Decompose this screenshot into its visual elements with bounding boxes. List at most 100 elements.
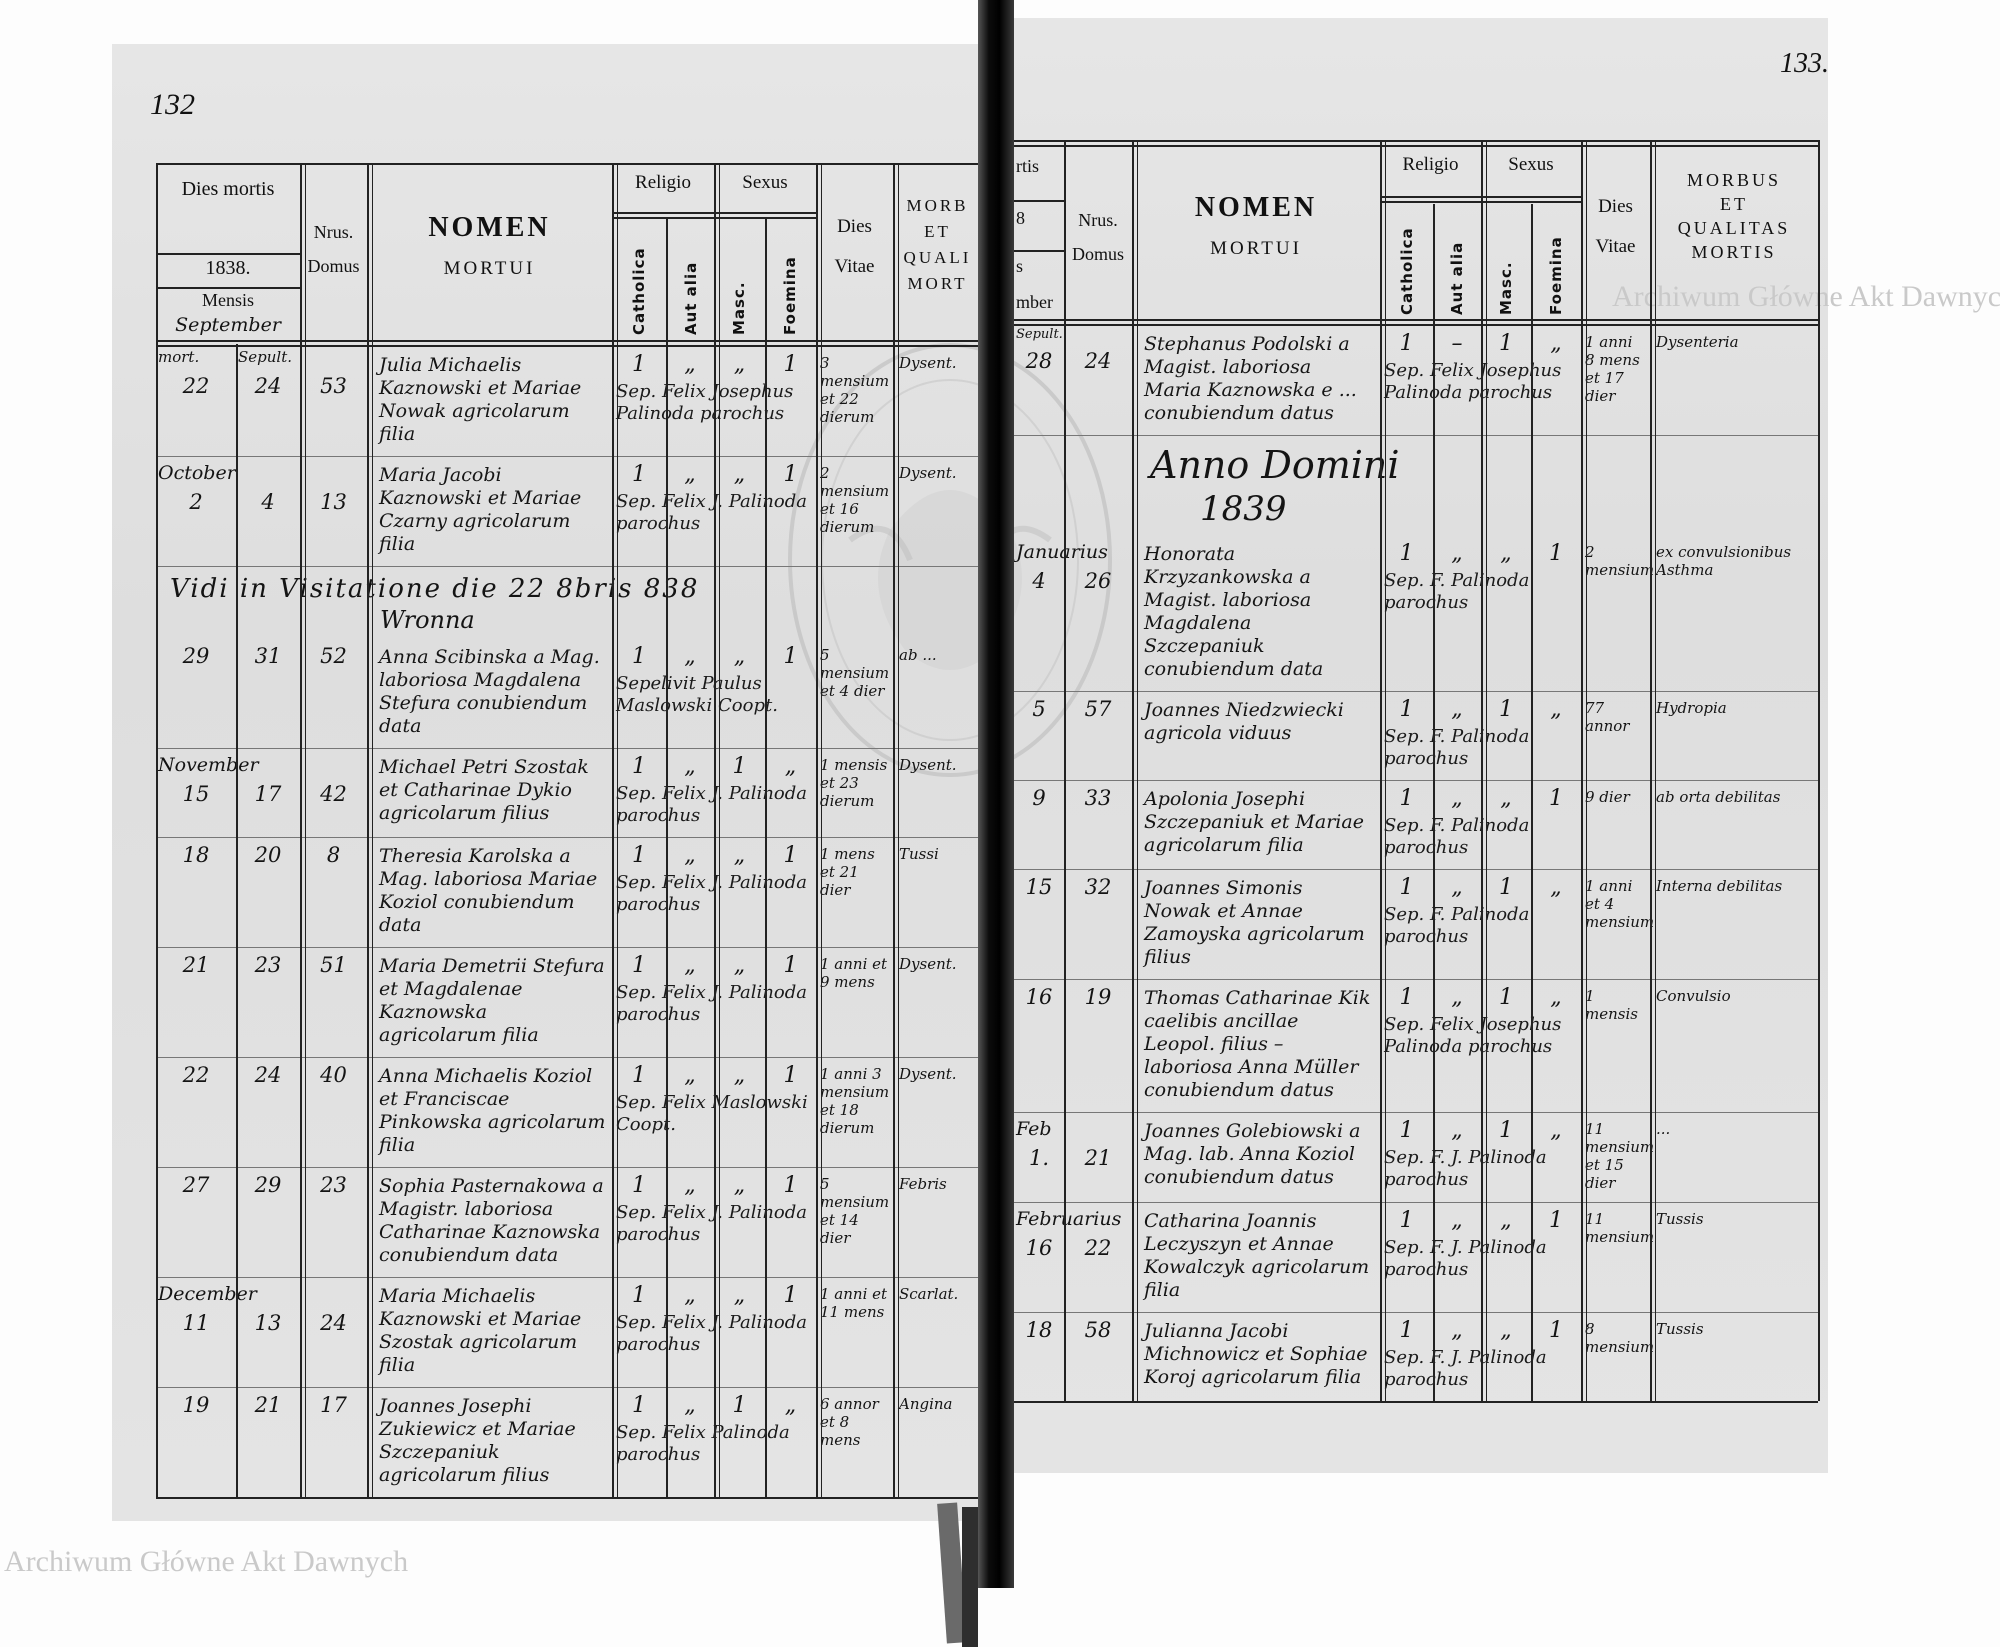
header-dies-mortis-fragment: s [1016, 256, 1024, 276]
visitation-note: Vidi in Visitatione die 22 8bris 838 [170, 574, 700, 604]
house-number: 58 [1084, 1318, 1112, 1342]
deceased-name: Julianna Jacobi Michnowicz et Sophiae Ko… [1144, 1320, 1368, 1388]
header-morbus-line: MORB [906, 196, 969, 215]
deceased-name: Joannes Josephi Zukiewicz et Mariae Szcz… [379, 1395, 576, 1486]
burial-note: Sep. F. J. Palinoda parochus [1384, 1147, 1547, 1190]
age-at-death: 2 mensium et 16 dierum [820, 464, 890, 536]
house-number: 8 [326, 843, 341, 867]
death-day: 11 [182, 1311, 210, 1335]
masc-mark: „ [733, 1173, 746, 1198]
column-rule [898, 163, 899, 1497]
house-number: 23 [320, 1173, 347, 1197]
row-rule [1014, 145, 1818, 147]
header-morbus-line: QUALITAS [1677, 218, 1791, 238]
row-rule [156, 1167, 982, 1168]
row-rule [1014, 1112, 1818, 1113]
death-day: 22 [182, 1063, 210, 1087]
aut-alia-mark: „ [684, 644, 696, 669]
death-day: 9 [1032, 786, 1046, 810]
foemina-mark: 1 [783, 1173, 798, 1198]
column-rule [156, 163, 158, 1497]
header-mortui: MORTUI [443, 258, 536, 279]
header-morbus-line: ET [924, 222, 951, 241]
header-morbus-line: ET [1720, 194, 1748, 214]
burial-note: Sep. F. Palinoda parochus [1384, 726, 1530, 769]
row-rule [1014, 324, 1818, 326]
burial-note: Sep. Felix J. Palinoda parochus [616, 982, 807, 1025]
foemina-mark: 1 [1549, 1208, 1563, 1233]
deceased-name: Maria Demetrii Stefura et Magdalenae Kaz… [379, 955, 605, 1046]
header-morbus-line: MORTIS [1691, 242, 1777, 262]
header-dies: Dies [837, 216, 872, 237]
death-day: 29 [182, 644, 210, 668]
masc-mark: „ [1500, 541, 1512, 566]
row-rule [156, 1387, 982, 1388]
deceased-name: Julia Michaelis Kaznowski et Mariae Nowa… [379, 354, 582, 445]
header-religio: Religio [635, 172, 691, 193]
column-rule [666, 218, 668, 1497]
cause-of-death: Tussis [1656, 1210, 1704, 1228]
row-rule [156, 345, 982, 347]
deceased-name: Theresia Karolska a Mag. laboriosa Maria… [379, 845, 598, 936]
masc-mark: 1 [732, 1393, 747, 1418]
death-day: 16 [1025, 985, 1053, 1009]
row-rule [156, 837, 982, 838]
row-rule [1014, 435, 1818, 436]
age-at-death: 1 anni et 9 mens [820, 955, 888, 991]
watermark-left: Archiwum Główne Akt Dawnych [4, 1545, 409, 1578]
masc-mark: „ [1500, 1318, 1512, 1343]
aut-alia-mark: „ [684, 1283, 696, 1308]
header-catholica: Catholica [630, 247, 648, 335]
age-at-death: 5 mensium et 14 dier [820, 1175, 890, 1247]
catholica-mark: 1 [1399, 1208, 1414, 1233]
header-morbus-line: QUALI [903, 248, 972, 267]
burial-note: Sepelivit Paulus Maslowski Coopt. [616, 673, 778, 716]
masc-mark: 1 [1499, 697, 1513, 722]
row-rule [1014, 780, 1818, 781]
age-at-death: 1 mens et 21 dier [820, 845, 875, 899]
row-rule [156, 340, 982, 342]
aut-alia-mark: „ [1451, 697, 1463, 722]
age-at-death: 1 anni 3 mensium et 18 dierum [820, 1065, 890, 1137]
row-rule [1014, 1202, 1818, 1203]
column-rule [821, 163, 822, 1497]
foemina-mark: 1 [783, 953, 798, 978]
row-rule [1380, 201, 1581, 203]
death-day: 15 [1025, 875, 1053, 899]
row-rule [1014, 319, 1818, 321]
watermark-right: Archiwum Główne Akt Dawnych [1612, 280, 2000, 313]
row-rule [156, 566, 982, 567]
burial-note: Sep. Felix J. Palinoda parochus [616, 872, 807, 915]
header-nomen: NOMEN [1194, 192, 1318, 223]
age-at-death: 3 mensium et 22 dierum [820, 354, 890, 426]
column-rule [1064, 140, 1066, 1401]
death-day: 16 [1025, 1236, 1053, 1260]
catholica-mark: 1 [1399, 697, 1414, 722]
header-year: 1838. [205, 257, 251, 279]
age-at-death: 2 mensium [1585, 543, 1655, 579]
house-number: 17 [320, 1393, 347, 1417]
cause-of-death: Dysenteria [1656, 333, 1739, 351]
death-day: 2 [189, 490, 203, 514]
visitation-signature: Wronna [380, 606, 475, 634]
register-spread: 132 133. Archiwum Główne Akt Dawnych Arc… [4, 0, 2000, 1647]
column-rule [1385, 140, 1386, 1401]
column-rule [367, 163, 369, 1497]
deceased-name: Michael Petri Szostak et Catharinae Dyki… [379, 756, 589, 824]
age-at-death: 8 mensium [1585, 1320, 1655, 1356]
burial-day: 17 [254, 782, 282, 806]
bookmark-ribbon [962, 1507, 978, 1647]
month-label: Januarius [1016, 541, 1108, 563]
cause-of-death: Febris [899, 1175, 947, 1193]
aut-alia-mark: „ [684, 1173, 696, 1198]
catholica-mark: 1 [632, 1063, 646, 1088]
column-rule [612, 163, 614, 1497]
foemina-mark: 1 [1549, 1318, 1563, 1343]
month-label: Februarius [1016, 1208, 1122, 1230]
foemina-mark: „ [784, 754, 797, 779]
header-domus: Domus [307, 256, 360, 276]
death-day: 5 [1032, 697, 1046, 721]
row-rule [1014, 869, 1818, 870]
header-aut-alia: Aut alia [682, 261, 700, 335]
catholica-mark: 1 [632, 1393, 646, 1418]
